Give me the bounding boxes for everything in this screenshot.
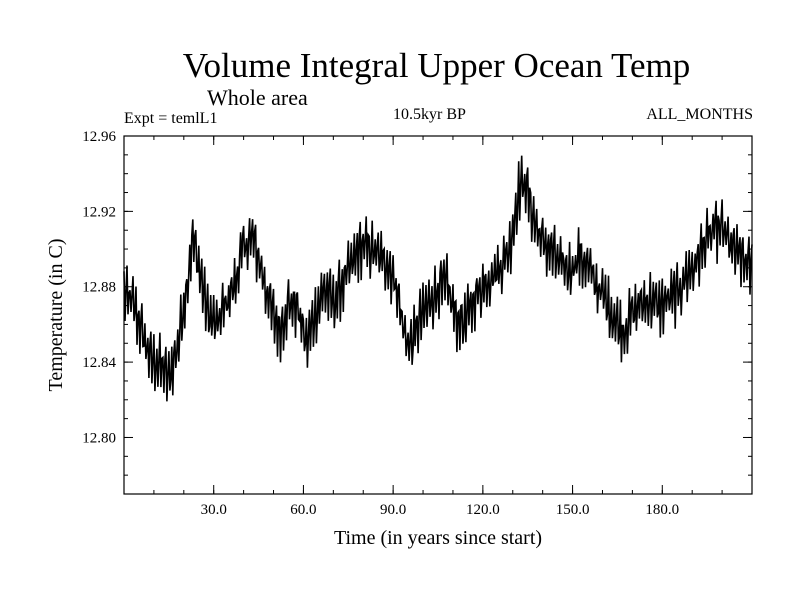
series-line-temperature: [123, 155, 753, 402]
months-label: ALL_MONTHS: [646, 106, 753, 123]
y-tick-label: 12.84: [82, 355, 116, 371]
plot-frame: [123, 135, 753, 495]
y-tick-label: 12.92: [82, 204, 116, 220]
axis-ticks: [124, 135, 752, 494]
x-axis-label: Time (in years since start): [334, 527, 542, 549]
x-tick-label: 30.0: [201, 502, 227, 518]
y-tick-label: 12.80: [82, 430, 116, 446]
y-axis-label: Temperature (in C): [45, 239, 67, 392]
y-tick-label: 12.88: [82, 280, 116, 296]
chart-subtitle: Whole area: [207, 85, 308, 110]
x-tick-label: 60.0: [290, 502, 316, 518]
x-tick-label: 90.0: [380, 502, 406, 518]
x-tick-label: 120.0: [466, 502, 500, 518]
axis-tick-labels: 30.0 60.0 90.0 120.0 150.0 180.0 12.80 12.84 12.…: [82, 129, 679, 518]
chart-title: Volume Integral Upper Ocean Temp: [182, 46, 691, 85]
y-tick-label: 12.96: [82, 129, 116, 145]
x-tick-label: 150.0: [556, 502, 590, 518]
experiment-label: Expt = temlL1: [124, 110, 218, 127]
x-tick-label: 180.0: [645, 502, 679, 518]
period-label: 10.5kyr BP: [393, 106, 466, 123]
